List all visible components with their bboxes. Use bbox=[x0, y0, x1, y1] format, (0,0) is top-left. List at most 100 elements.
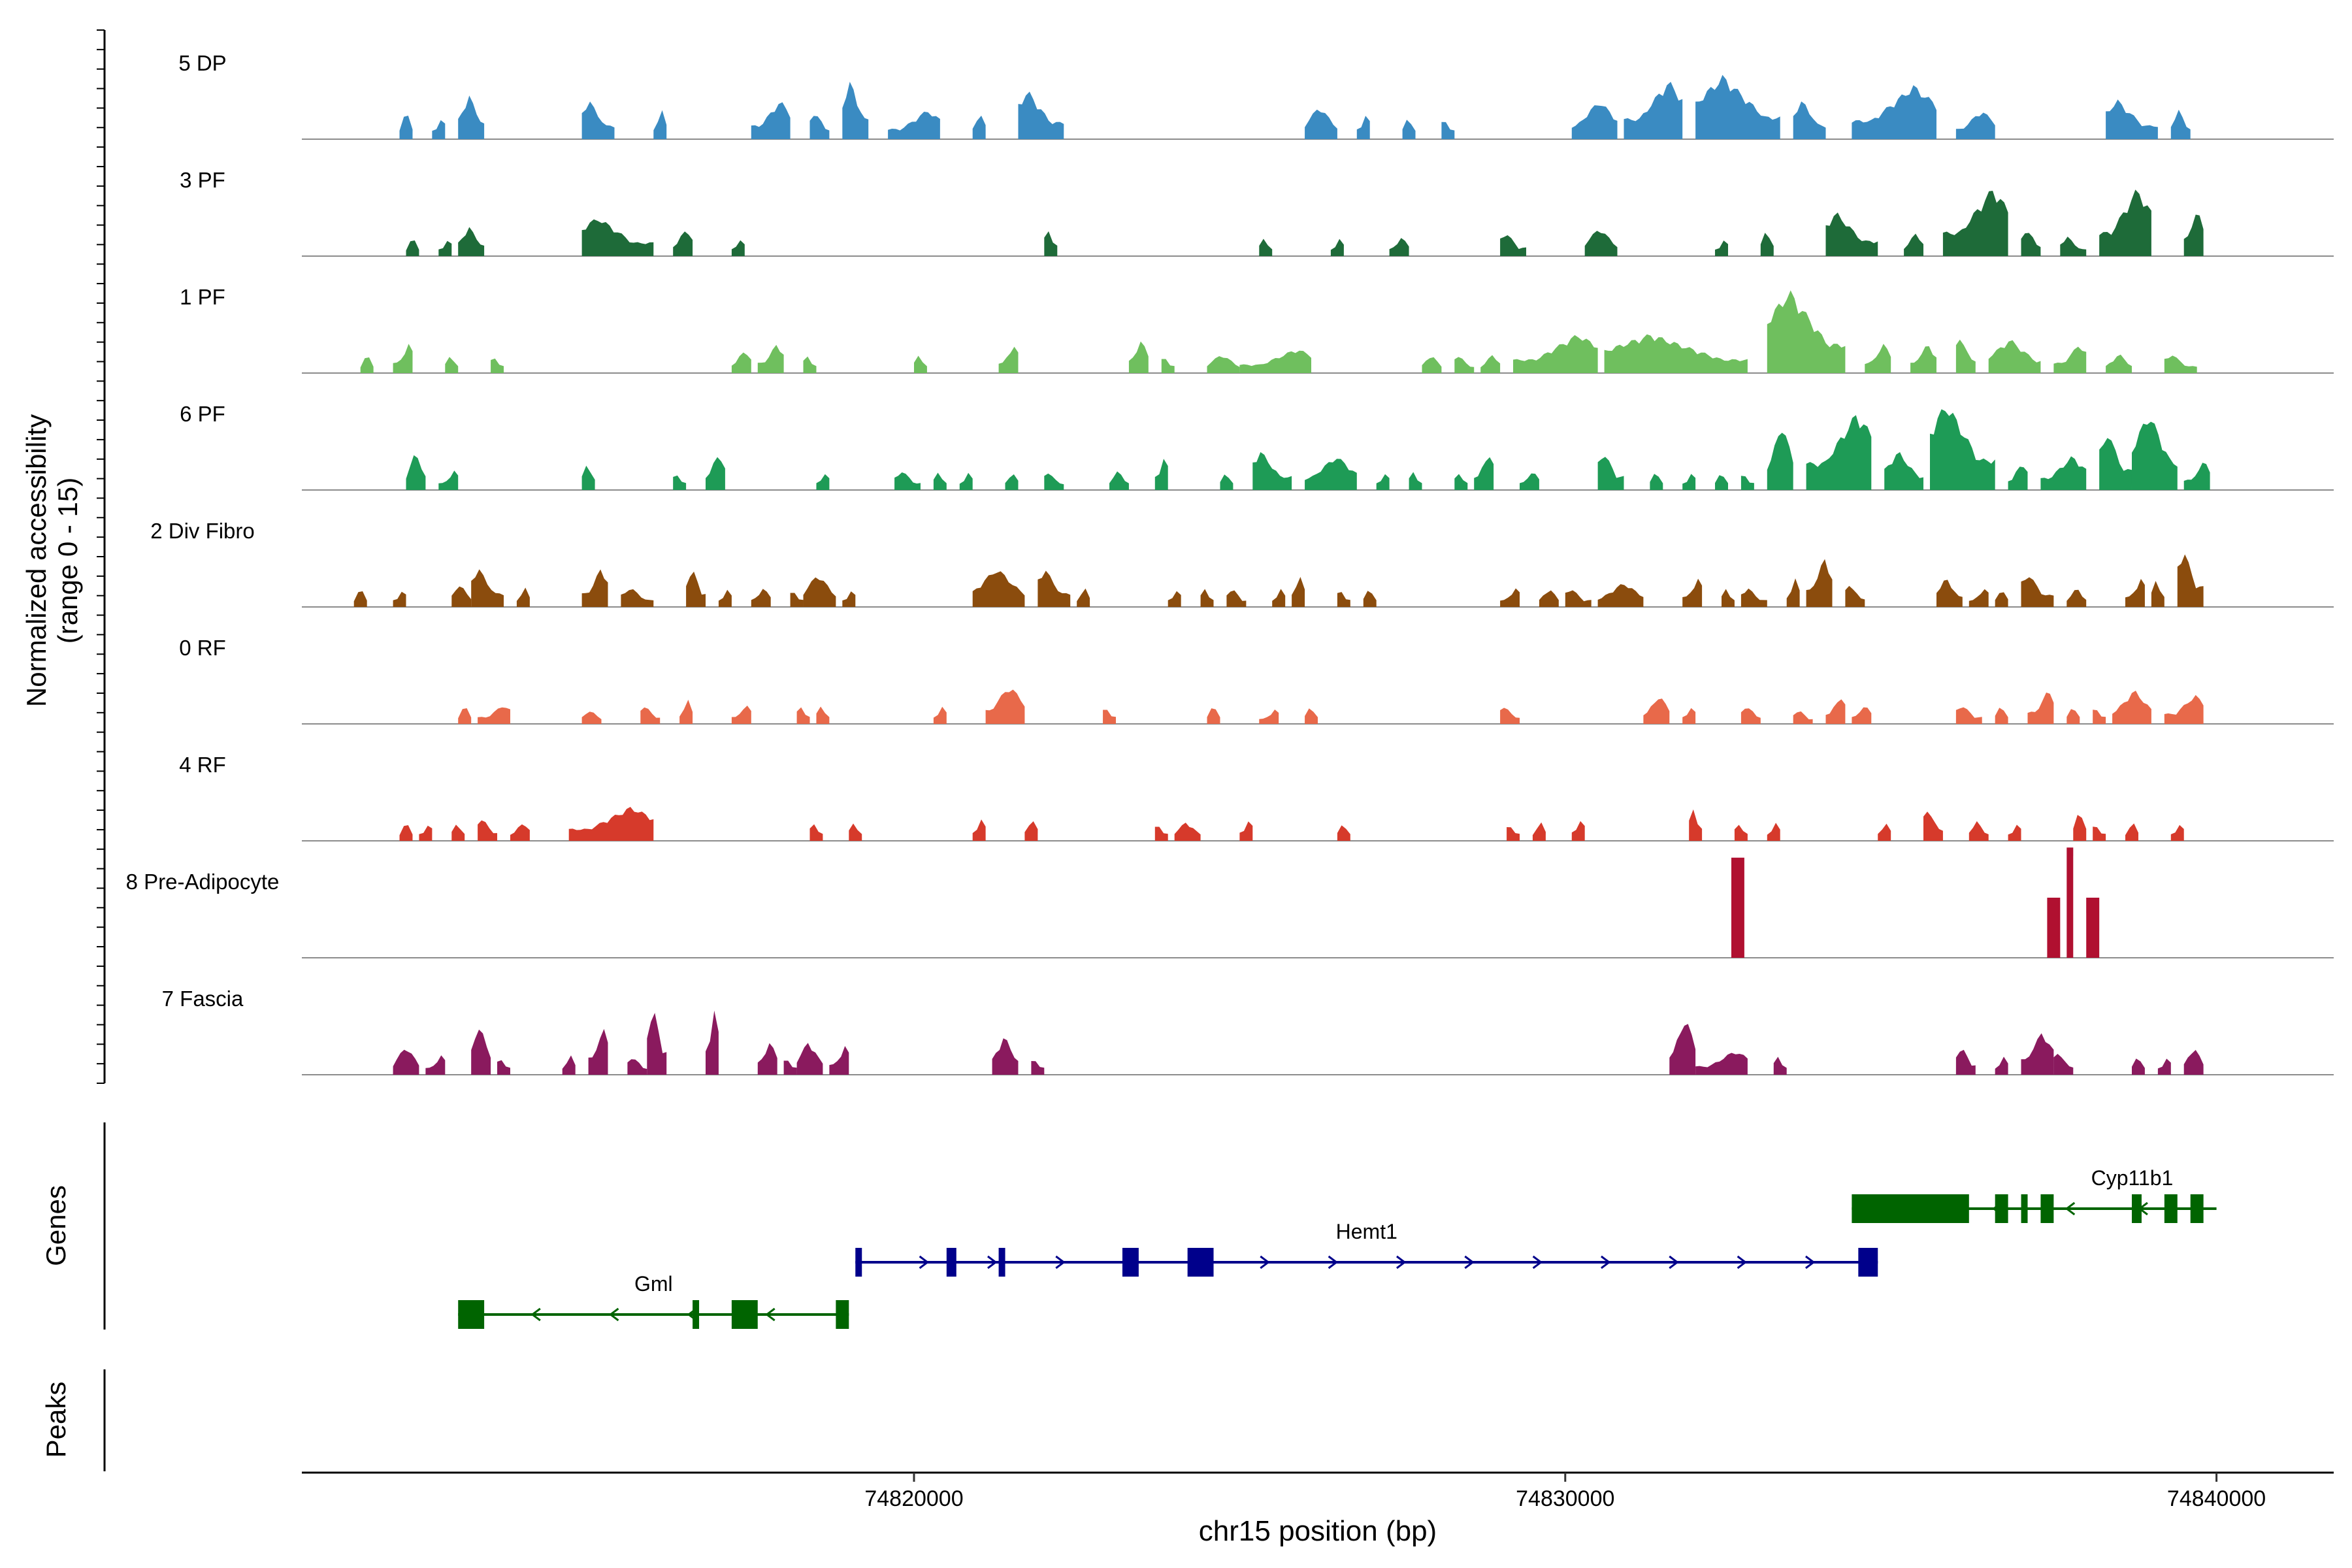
coverage-peak bbox=[842, 591, 856, 607]
coverage-peak bbox=[2183, 463, 2210, 490]
coverage-peak bbox=[959, 472, 973, 490]
coverage-peak bbox=[1689, 809, 1703, 841]
coverage-peak bbox=[393, 591, 406, 607]
coverage-peak bbox=[888, 112, 940, 139]
coverage-peak bbox=[972, 571, 1025, 607]
track-5-dp: 5 DP bbox=[178, 51, 2334, 140]
coverage-peak bbox=[849, 823, 862, 841]
coverage-peak bbox=[1806, 415, 1872, 490]
coverage-peak bbox=[1773, 1056, 1787, 1075]
coverage-peak bbox=[1174, 823, 1201, 841]
coverage-peak bbox=[985, 689, 1025, 724]
exon bbox=[2021, 1194, 2028, 1223]
coverage-peak bbox=[1389, 238, 1409, 256]
coverage-peak bbox=[816, 706, 830, 724]
coverage-peak bbox=[1207, 708, 1220, 724]
coverage-peak bbox=[1402, 120, 1416, 139]
coverage-peak bbox=[438, 240, 452, 256]
coverage-peak bbox=[1507, 827, 1520, 841]
coverage-peak bbox=[1103, 710, 1116, 724]
track-label: 5 DP bbox=[178, 51, 226, 75]
coverage-peak bbox=[972, 116, 986, 139]
coverage-peak bbox=[393, 1049, 419, 1075]
strand-arrow bbox=[1669, 1255, 1679, 1269]
exon bbox=[998, 1248, 1005, 1277]
coverage-peak bbox=[842, 82, 869, 139]
track-0-rf: 0 RF bbox=[179, 636, 2334, 725]
coverage-peak bbox=[1018, 91, 1064, 139]
coverage-peak bbox=[1722, 589, 1735, 607]
coverage-peak bbox=[2021, 1033, 2054, 1075]
coverage-peak bbox=[478, 820, 498, 841]
coverage-peak bbox=[1682, 578, 1703, 607]
coverage-peak bbox=[1995, 1056, 2008, 1075]
coverage-peak bbox=[1715, 240, 1728, 256]
x-tick-label: 74820000 bbox=[864, 1486, 963, 1511]
x-axis-title: chr15 position (bp) bbox=[1199, 1515, 1437, 1547]
coverage-peak bbox=[2066, 589, 2087, 607]
coverage-peak bbox=[2093, 826, 2106, 841]
coverage-peak bbox=[1845, 585, 1865, 607]
strand-arrow bbox=[1805, 1255, 1816, 1269]
coverage-peak bbox=[497, 1060, 510, 1075]
exon bbox=[2040, 1194, 2054, 1223]
coverage-peak bbox=[1037, 570, 1071, 607]
coverage-peak bbox=[809, 824, 823, 841]
coverage-peak bbox=[1128, 341, 1149, 373]
coverage-peak bbox=[2125, 579, 2145, 607]
coverage-peak bbox=[2177, 554, 2204, 607]
coverage-peak bbox=[731, 240, 745, 256]
coverage-peak bbox=[1767, 433, 1793, 490]
coverage-peak bbox=[2106, 99, 2158, 139]
track-label: 7 Fascia bbox=[162, 987, 244, 1011]
coverage-peak bbox=[1454, 474, 1468, 490]
coverage-peak bbox=[1480, 355, 1501, 373]
coverage-peak bbox=[2131, 421, 2178, 490]
coverage-peak bbox=[1955, 112, 1995, 139]
strand-arrow bbox=[1055, 1255, 1066, 1269]
coverage-peak bbox=[1584, 231, 1618, 256]
coverage-peak bbox=[445, 357, 459, 373]
coverage-peak bbox=[1731, 857, 1744, 958]
coverage-peak bbox=[1825, 699, 1846, 724]
coverage-peak bbox=[1936, 580, 1963, 607]
coverage-peak bbox=[1597, 584, 1644, 607]
coverage-peak bbox=[933, 472, 947, 490]
strand-arrow bbox=[919, 1255, 930, 1269]
coverage-peak bbox=[2053, 1054, 2074, 1075]
coverage-peak bbox=[2112, 691, 2151, 724]
track-3-pf: 3 PF bbox=[180, 168, 2334, 257]
coverage-peak bbox=[2151, 581, 2164, 607]
coverage-peak bbox=[471, 569, 504, 607]
exon bbox=[1858, 1248, 1878, 1277]
gene-gml: Gml bbox=[458, 1272, 849, 1329]
coverage-peak bbox=[1904, 233, 1924, 256]
coverage-peak bbox=[1669, 1024, 1696, 1075]
coverage-peak bbox=[2008, 466, 2028, 490]
coverage-peak bbox=[1740, 708, 1761, 724]
strand-arrow bbox=[1260, 1255, 1270, 1269]
coverage-peak bbox=[1239, 350, 1312, 373]
coverage-peak bbox=[451, 825, 465, 841]
coverage-peak bbox=[2060, 237, 2087, 256]
coverage-peak bbox=[406, 240, 419, 256]
coverage-peak bbox=[894, 472, 921, 490]
coverage-peak bbox=[1565, 590, 1592, 607]
coverage-peak bbox=[1597, 457, 1624, 490]
coverage-peak bbox=[2047, 898, 2061, 958]
coverage-peak bbox=[1910, 346, 1936, 373]
coverage-peak bbox=[399, 116, 413, 139]
coverage-peak bbox=[2021, 577, 2054, 607]
track-label: 6 PF bbox=[180, 402, 225, 426]
track-4-rf: 4 RF bbox=[179, 753, 2334, 841]
coverage-peak bbox=[1305, 708, 1318, 724]
coverage-peak bbox=[2164, 355, 2197, 373]
coverage-peak bbox=[706, 457, 725, 490]
coverage-peak bbox=[1409, 472, 1422, 490]
exon bbox=[836, 1300, 849, 1329]
strand-arrow bbox=[1396, 1255, 1407, 1269]
coverage-peak bbox=[1500, 708, 1520, 724]
coverage-peak bbox=[1955, 339, 1976, 373]
coverage-peak bbox=[1226, 590, 1247, 607]
coverage-peak bbox=[621, 589, 654, 607]
